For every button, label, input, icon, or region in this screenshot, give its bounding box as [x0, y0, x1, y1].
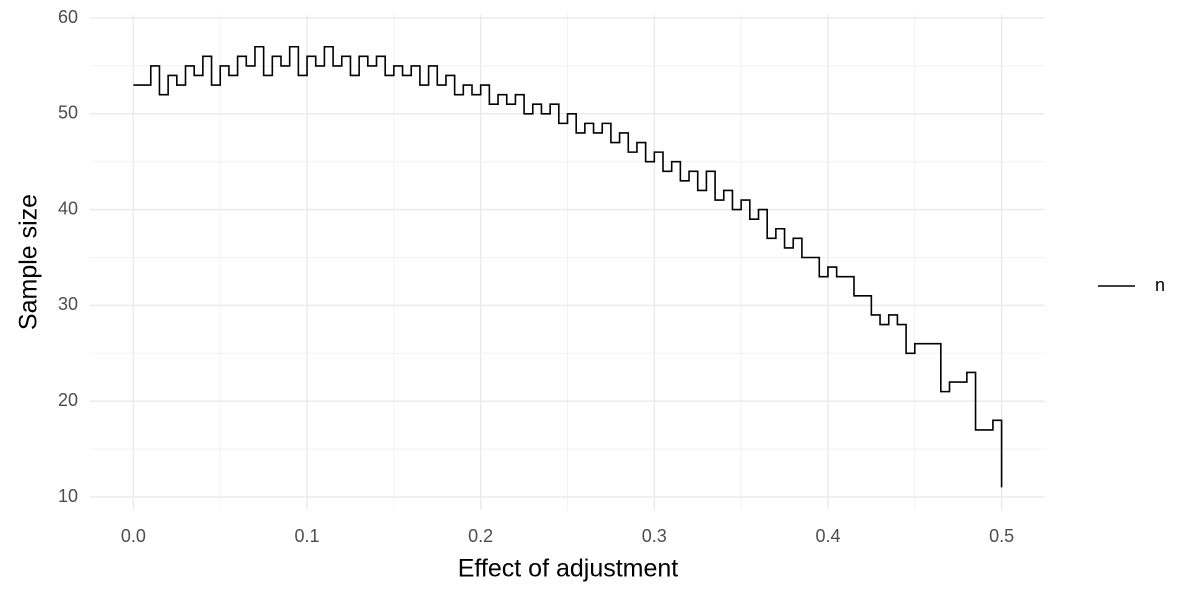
legend-label: n	[1155, 275, 1165, 295]
x-tick-label: 0.4	[815, 526, 840, 546]
x-tick-label: 0.5	[989, 526, 1014, 546]
y-tick-label: 20	[58, 390, 78, 410]
x-tick-label: 0.0	[121, 526, 146, 546]
y-tick-label: 50	[58, 103, 78, 123]
x-tick-label: 0.3	[642, 526, 667, 546]
x-tick-label: 0.2	[468, 526, 493, 546]
y-tick-label: 40	[58, 198, 78, 218]
y-axis-title: Sample size	[15, 194, 43, 330]
y-tick-label: 60	[58, 7, 78, 27]
y-tick-label: 30	[58, 294, 78, 314]
x-axis-title: Effect of adjustment	[458, 555, 679, 583]
y-tick-label: 10	[58, 486, 78, 506]
data-line	[133, 45, 1003, 488]
x-tick-label: 0.1	[295, 526, 320, 546]
